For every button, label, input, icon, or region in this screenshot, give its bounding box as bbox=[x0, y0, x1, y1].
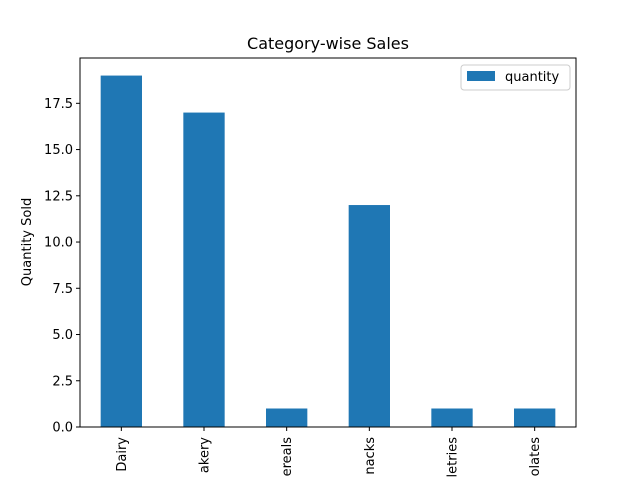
bar-chocolates bbox=[514, 408, 556, 427]
plot-frame bbox=[79, 57, 577, 428]
y-ticks-group: 0.0 2.5 5.0 7.5 10.0 12.5 15.0 17.5 bbox=[44, 97, 80, 436]
x-tick-label: letries bbox=[446, 437, 461, 478]
y-tick-label: 17.5 bbox=[44, 97, 73, 112]
bars-group bbox=[100, 75, 556, 428]
y-tick-label: 2.5 bbox=[52, 374, 73, 389]
y-tick-label: 5.0 bbox=[52, 328, 73, 343]
x-tick-label: Dairy bbox=[115, 437, 130, 472]
y-tick-label: 12.5 bbox=[44, 189, 73, 204]
bar-snacks bbox=[348, 205, 390, 427]
bar-dairy bbox=[100, 75, 142, 428]
y-tick-label: 0.0 bbox=[52, 421, 73, 436]
chart-title: Category-wise Sales bbox=[247, 34, 409, 53]
legend-swatch bbox=[467, 71, 495, 81]
y-tick-label: 7.5 bbox=[52, 282, 73, 297]
x-tick-label: akery bbox=[198, 437, 213, 473]
bar-cereals bbox=[266, 408, 308, 427]
x-tick-label: olates bbox=[528, 437, 543, 477]
legend: quantity bbox=[460, 64, 571, 91]
y-tick-label: 15.0 bbox=[44, 143, 73, 158]
legend-label: quantity bbox=[505, 70, 560, 85]
bar-bakery bbox=[183, 112, 225, 428]
x-tick-label: ereals bbox=[280, 437, 295, 477]
x-ticks-group: Dairy akery ereals nacks letries olates bbox=[115, 427, 543, 477]
x-tick-label: nacks bbox=[363, 437, 378, 475]
y-tick-label: 10.0 bbox=[44, 236, 73, 251]
bar-toiletries bbox=[431, 408, 473, 427]
y-axis-label: Quantity Sold bbox=[20, 198, 35, 286]
